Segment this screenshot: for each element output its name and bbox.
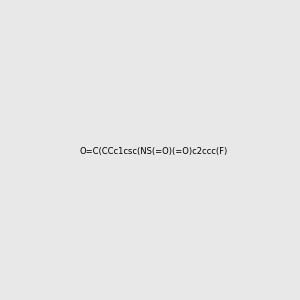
Text: O=C(CCc1csc(NS(=O)(=O)c2ccc(F): O=C(CCc1csc(NS(=O)(=O)c2ccc(F) — [80, 147, 228, 156]
